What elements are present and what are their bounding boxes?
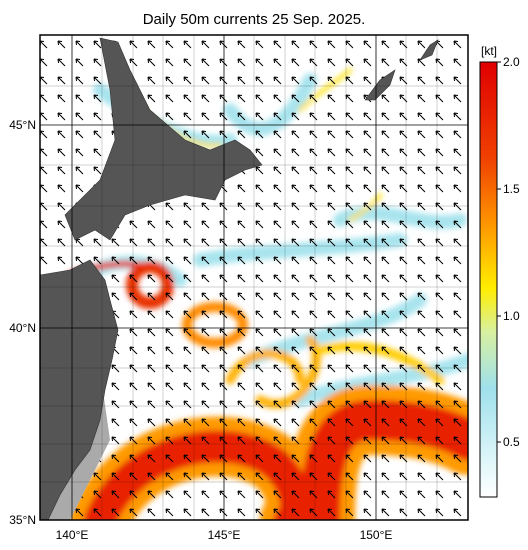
lat-label: 35°N [9, 513, 36, 527]
lon-label: 140°E [56, 528, 89, 542]
map-frame [39, 34, 469, 521]
lat-label: 45°N [9, 118, 36, 132]
lon-label: 150°E [360, 528, 393, 542]
colorbar-label: 0.5 [503, 435, 520, 449]
lon-label: 145°E [208, 528, 241, 542]
colorbar [479, 61, 498, 498]
colorbar-unit: [kt] [481, 44, 497, 58]
map-area [40, 35, 468, 520]
colorbar-label: 2.0 [503, 55, 520, 69]
colorbar-label: 1.0 [503, 309, 520, 323]
map-title: Daily 50m currents 25 Sep. 2025. [143, 11, 366, 28]
colorbar-label: 1.5 [503, 182, 520, 196]
graticule [40, 35, 468, 520]
land [40, 37, 439, 520]
lat-label: 40°N [9, 321, 36, 335]
